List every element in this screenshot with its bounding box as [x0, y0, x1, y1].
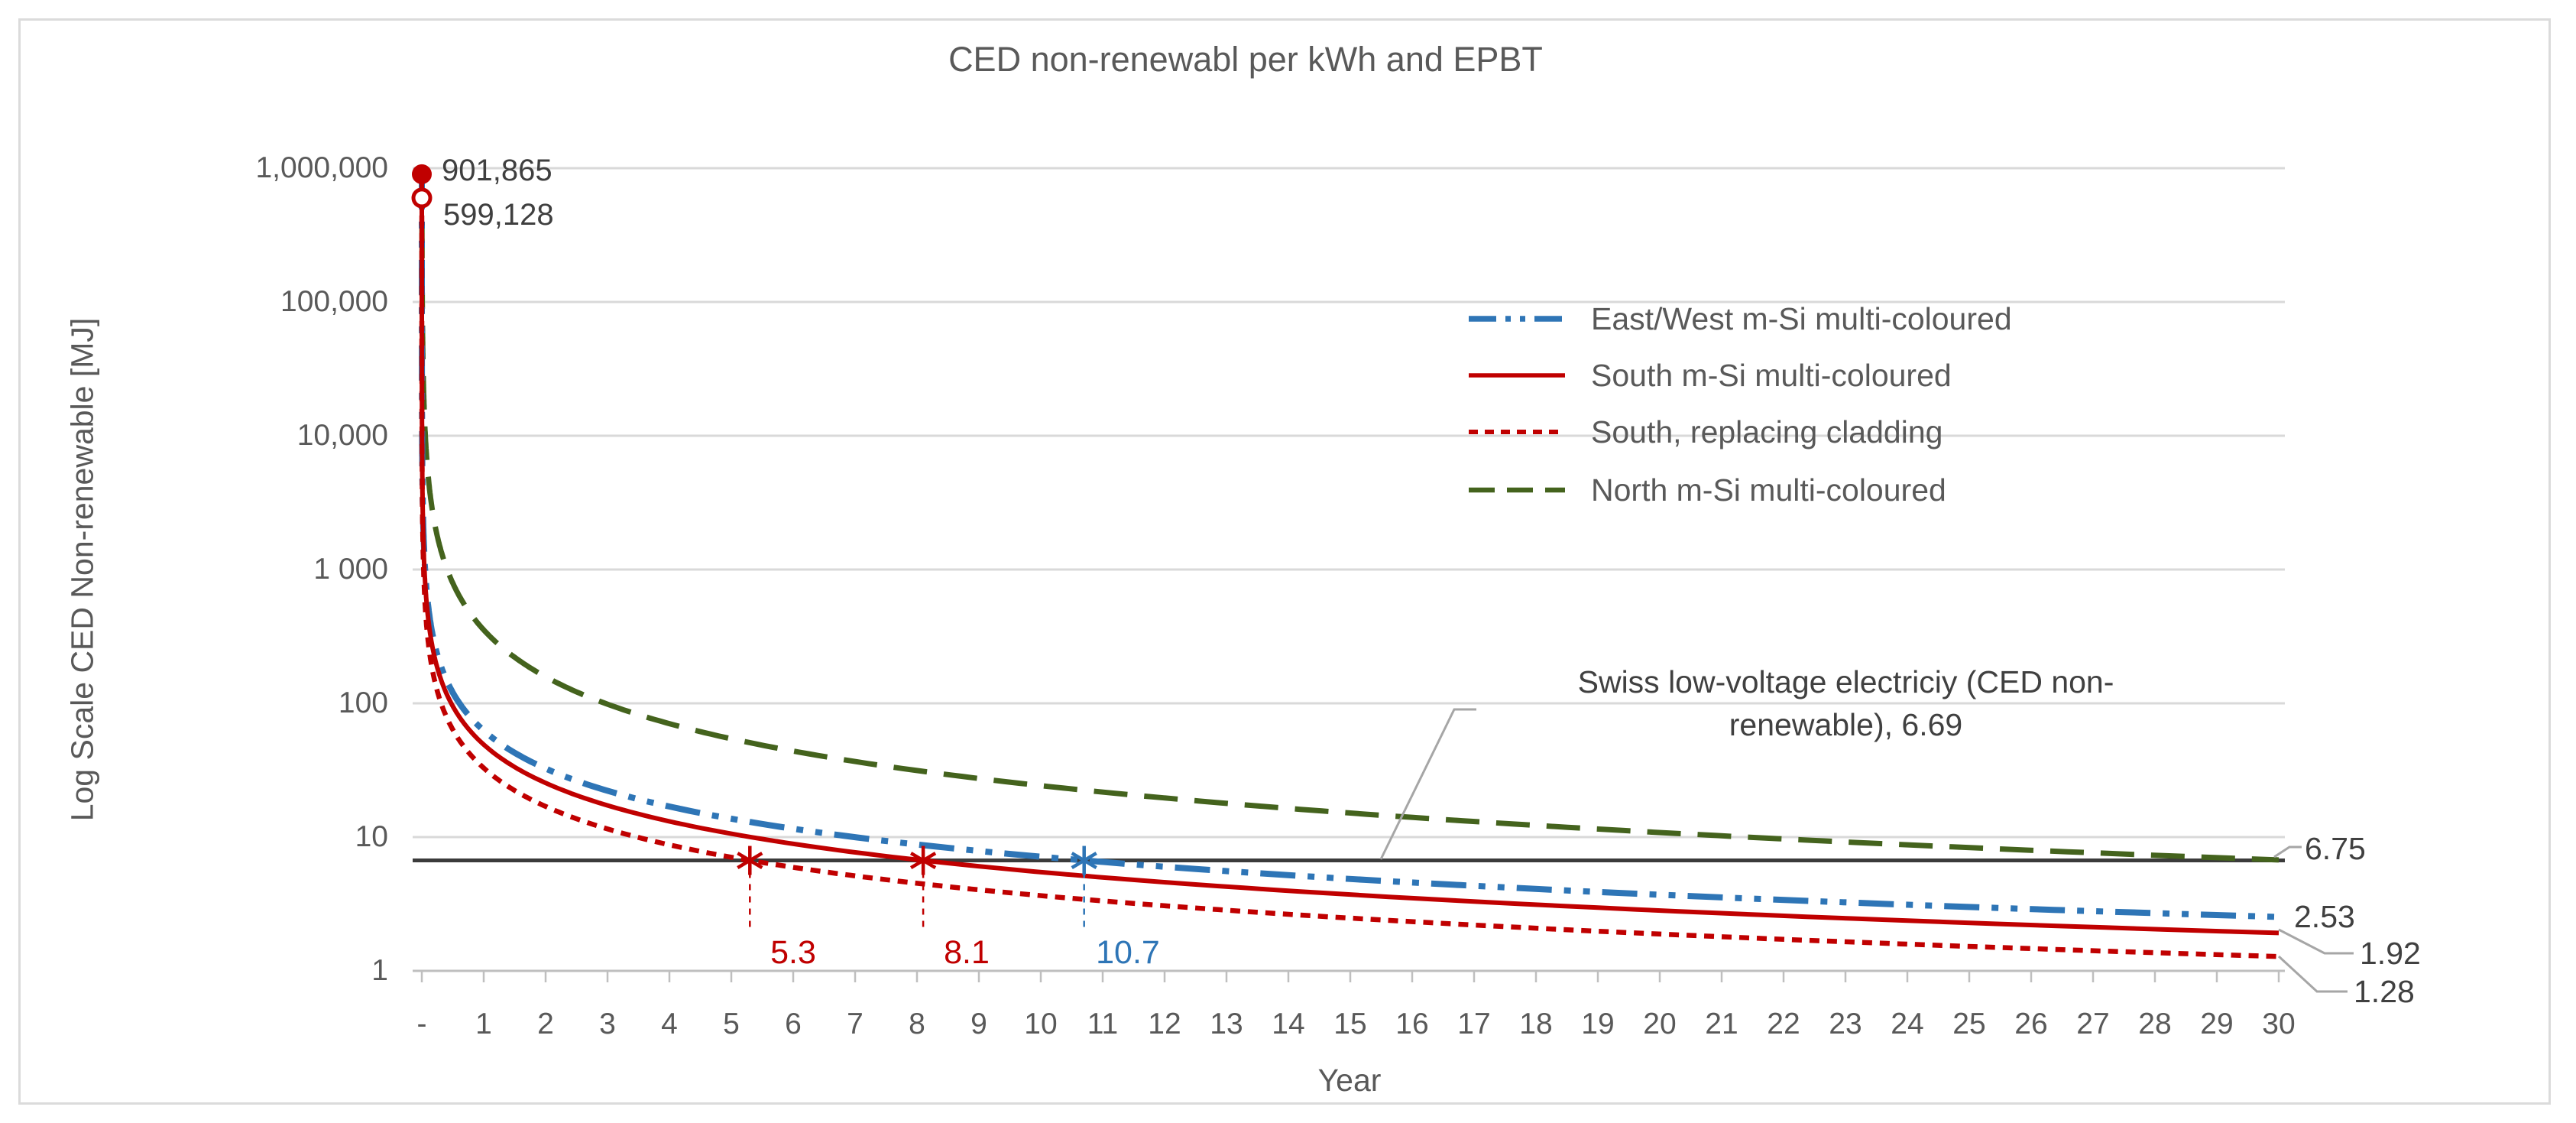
y-tick-label: 100: [338, 686, 388, 719]
x-tick-label: -: [416, 1008, 427, 1040]
legend-label-north: North m-Si multi-coloured: [1591, 472, 1946, 508]
x-tick-label: 22: [1767, 1008, 1800, 1040]
epbt-marker-star-1: [909, 845, 937, 875]
x-tick-label: 2: [537, 1008, 554, 1040]
y-tick-label: 1 000: [313, 553, 388, 586]
legend-item-south: South m-Si multi-coloured: [1467, 357, 1952, 394]
x-tick-label: 5: [723, 1008, 740, 1040]
leader-line-north-6-75: [2273, 845, 2302, 858]
epbt-label-south: 8.1: [944, 934, 990, 971]
legend-label-south-cladding: South, replacing cladding: [1591, 414, 1943, 450]
start-marker-open-circle: [411, 187, 433, 209]
epbt-label-south-cladding: 5.3: [770, 934, 816, 971]
series-line-0: [419, 174, 2280, 920]
x-tick-label: 6: [785, 1008, 802, 1040]
legend-label-south: South m-Si multi-coloured: [1591, 357, 1952, 393]
epbt-marker-star-2: [737, 845, 763, 875]
y-tick-label: 10: [355, 820, 388, 853]
x-tick-label: 15: [1333, 1008, 1367, 1040]
annotation-leader-line: [1379, 708, 1476, 860]
star-stroke: [737, 852, 763, 869]
start-value-label-south: 901,865: [442, 154, 552, 187]
legend-line-sample-east-west: [1469, 316, 1565, 322]
legend-line-sample-south: [1469, 373, 1565, 378]
series-line-3: [419, 174, 2280, 863]
end-value-label-south-cladding: 1.28: [2354, 974, 2415, 1009]
series-line-2: [419, 197, 2280, 959]
chart-title: CED non-renewabl per kWh and EPBT: [948, 40, 1543, 79]
x-tick-label: 28: [2138, 1008, 2172, 1040]
legend-label-east-west: East/West m-Si multi-coloured: [1591, 300, 2012, 336]
x-tick-label: 7: [847, 1008, 864, 1040]
x-tick-label: 23: [1829, 1008, 1862, 1040]
legend-line-sample-north: [1469, 487, 1565, 493]
y-tick-label: 10,000: [296, 419, 388, 452]
x-tick-label: 14: [1272, 1008, 1305, 1040]
x-tick-label: 17: [1457, 1008, 1491, 1040]
x-tick-label: 18: [1519, 1008, 1553, 1040]
x-tick-label: 13: [1210, 1008, 1243, 1040]
end-value-label-north: 6.75: [2305, 831, 2366, 866]
x-tick-label: 24: [1891, 1008, 1924, 1040]
start-marker-filled-circle: [412, 164, 432, 184]
reference-annotation-line1: Swiss low-voltage electriciy (CED non-: [1577, 664, 2114, 699]
x-tick-label: 29: [2200, 1008, 2234, 1040]
star-stroke: [909, 852, 937, 869]
series-line-1: [420, 174, 2280, 936]
leader-line-south-1-92: [2278, 928, 2354, 955]
x-tick-label: 25: [1952, 1008, 1986, 1040]
y-tick-label: 100,000: [280, 285, 388, 318]
start-value-label-south-cladding: 599,128: [443, 198, 554, 232]
x-tick-label: 19: [1581, 1008, 1615, 1040]
legend-item-east-west: East/West m-Si multi-coloured: [1467, 300, 2012, 337]
x-tick-label: 1: [475, 1008, 492, 1040]
legend-item-south-cladding: South, replacing cladding: [1467, 414, 1943, 450]
x-tick-label: 4: [661, 1008, 678, 1040]
leader-line-cladding-1-28: [2277, 955, 2348, 993]
x-tick-label: 21: [1705, 1008, 1738, 1040]
x-tick-label: 10: [1024, 1008, 1058, 1040]
x-tick-label: 30: [2262, 1008, 2296, 1040]
x-tick-label: 12: [1148, 1008, 1181, 1040]
legend-line-sample-south-cladding: [1469, 430, 1565, 434]
x-tick-label: 20: [1643, 1008, 1677, 1040]
x-tick-label: 3: [599, 1008, 616, 1040]
reference-annotation-line2: renewable), 6.69: [1729, 707, 1963, 742]
x-tick-label: 16: [1395, 1008, 1429, 1040]
y-tick-label: 1,000,000: [255, 151, 388, 184]
x-tick-label: 9: [970, 1008, 987, 1040]
end-value-label-east-west: 2.53: [2294, 899, 2355, 934]
legend-item-north: North m-Si multi-coloured: [1467, 472, 1946, 508]
reference-line-annotation: Swiss low-voltage electriciy (CED non- r…: [1496, 660, 2195, 746]
epbt-marker-star-0: [1071, 845, 1097, 875]
star-stroke: [1071, 852, 1097, 869]
x-tick-label: 27: [2076, 1008, 2110, 1040]
epbt-label-east-west: 10.7: [1096, 934, 1160, 971]
end-value-label-south: 1.92: [2360, 936, 2421, 971]
x-tick-label: 11: [1087, 1008, 1119, 1040]
x-axis-title: Year: [1317, 1063, 1382, 1098]
x-tick-label: 8: [909, 1008, 925, 1040]
chart-border: [18, 18, 2551, 1105]
y-tick-label: 1: [371, 954, 388, 987]
x-tick-label: 26: [2014, 1008, 2048, 1040]
y-axis-title: Log Scale CED Non-renewable [MJ]: [64, 317, 100, 822]
